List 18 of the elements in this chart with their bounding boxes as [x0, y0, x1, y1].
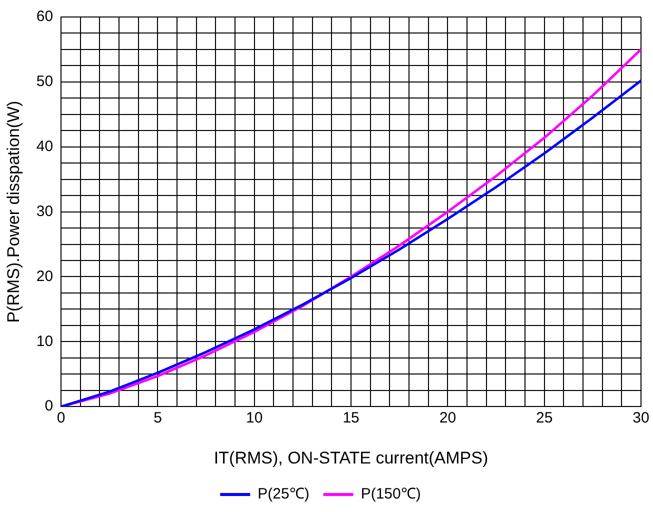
x-tick-label: 20	[439, 410, 456, 427]
x-tick-label: 15	[342, 410, 360, 427]
y-tick-label: 20	[36, 268, 54, 285]
legend-label: P(150℃)	[360, 486, 421, 503]
x-tick-label: 30	[632, 410, 650, 427]
legend-label: P(25℃)	[258, 486, 310, 503]
x-tick-label: 25	[536, 410, 553, 427]
x-axis-title: IT(RMS), ON-STATE current(AMPS)	[214, 448, 488, 468]
y-tick-label: 50	[36, 73, 54, 90]
x-tick-label: 5	[154, 410, 162, 427]
y-tick-label: 30	[36, 202, 54, 220]
y-tick-label: 60	[36, 8, 54, 26]
x-tick-label: 10	[246, 410, 263, 427]
y-tick-label: 0	[44, 398, 54, 415]
y-tick-label: 40	[36, 138, 54, 156]
y-axis-title: P(RMS).Power disspation(W)	[4, 100, 23, 323]
y-tick-label: 10	[36, 332, 54, 350]
x-tick-label: 0	[56, 410, 66, 427]
